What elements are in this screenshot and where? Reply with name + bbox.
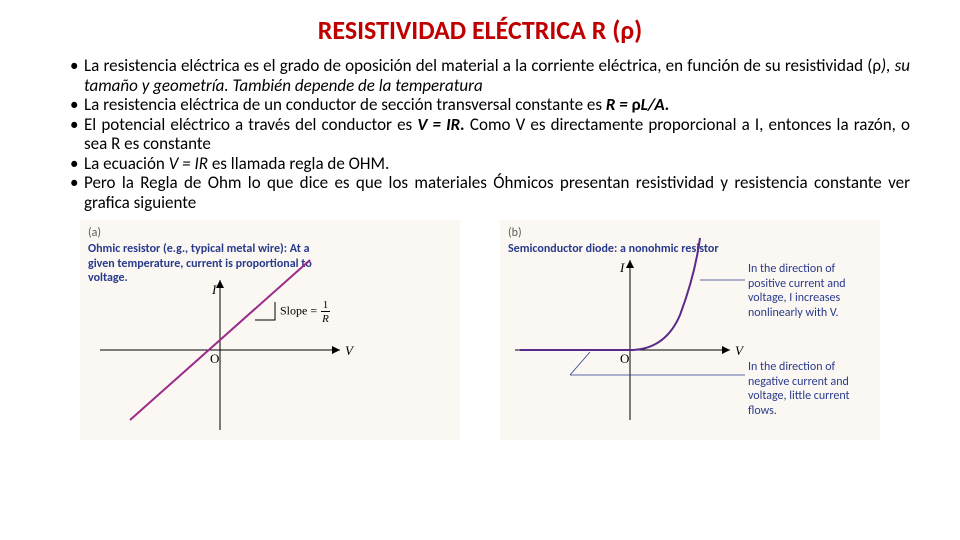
origin-label-b: O	[620, 351, 629, 366]
panel-b-caption-bot: In the direction of negative current and…	[748, 360, 873, 418]
title-text: RESISTIVIDAD ELÉCTRICA R (ρ)	[318, 14, 642, 46]
panel-a-svg: I V O	[80, 220, 460, 440]
x-arrow-b	[722, 346, 730, 354]
bullet-item: La resistencia eléctrica es el grado de …	[70, 56, 910, 95]
axis-i-label: I	[211, 282, 217, 297]
diagram-row: (a) Ohmic resistor (e.g., typical metal …	[0, 220, 960, 440]
axis-v-label: V	[345, 343, 355, 358]
frac-bot: R	[320, 314, 331, 325]
leader-bot-1	[570, 352, 590, 375]
slope-label: Slope = 1 R	[280, 298, 331, 325]
bullet-item: La resistencia eléctrica de un conductor…	[70, 95, 910, 115]
axis-i-label-b: I	[619, 260, 625, 275]
page-title: RESISTIVIDAD ELÉCTRICA R (ρ)	[0, 0, 960, 56]
axis-v-label-b: V	[735, 343, 745, 358]
frac-top: 1	[321, 300, 331, 312]
bullet-item: El potencial eléctrico a través del cond…	[70, 115, 910, 154]
panel-b: (b) Semiconductor diode: a nonohmic resi…	[500, 220, 880, 440]
bullet-item: Pero la Regla de Ohm lo que dice es que …	[70, 173, 910, 212]
slope-text: Slope =	[280, 304, 317, 318]
panel-b-caption-top: In the direction of positive current and…	[748, 262, 873, 320]
y-arrow-b	[626, 260, 634, 268]
y-arrow	[216, 280, 224, 288]
origin-label: O	[210, 351, 219, 366]
slope-bracket	[255, 302, 275, 320]
panel-a: (a) Ohmic resistor (e.g., typical metal …	[80, 220, 460, 440]
diode-curve	[520, 238, 700, 350]
bullet-list: La resistencia eléctrica es el grado de …	[0, 56, 960, 212]
x-arrow	[332, 346, 340, 354]
bullet-item: La ecuación V = IR es llamada regla de O…	[70, 154, 910, 174]
